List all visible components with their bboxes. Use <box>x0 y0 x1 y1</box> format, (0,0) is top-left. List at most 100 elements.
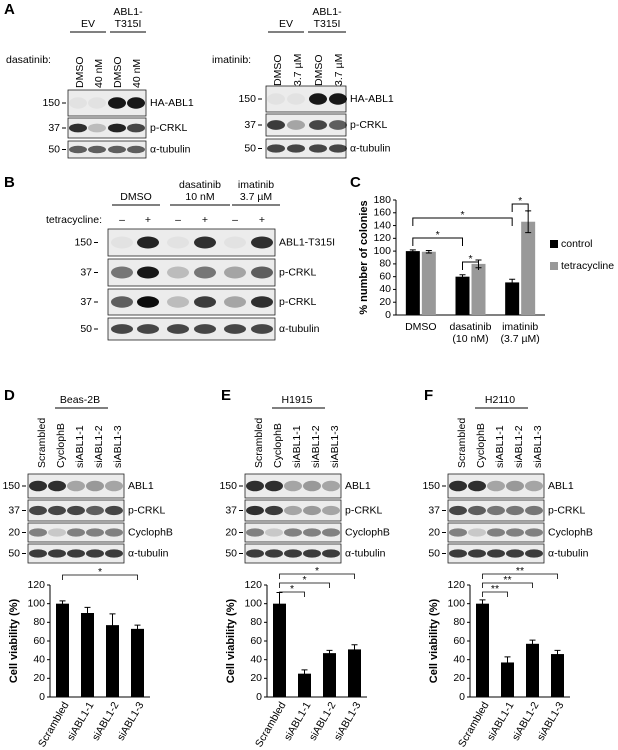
blot-strip <box>107 228 276 257</box>
blot-band <box>86 505 104 516</box>
y-tick-label: 120 <box>373 232 391 244</box>
blot-band <box>322 480 340 492</box>
error-bar <box>459 274 466 280</box>
blot-band <box>506 528 524 537</box>
bar <box>273 603 286 697</box>
panel-label: F <box>424 387 433 404</box>
blot-band <box>67 505 85 516</box>
blot-band <box>29 549 47 558</box>
y-axis-label: % number of colonies <box>358 200 370 314</box>
bar <box>526 643 539 697</box>
blot-band <box>194 296 216 308</box>
y-tick-label: 20 <box>379 296 391 308</box>
blot-strip <box>27 522 125 543</box>
blot-band <box>449 480 467 492</box>
blot-band <box>265 480 283 492</box>
blot-band <box>449 549 467 558</box>
protein-label: p-CRKL <box>150 122 188 134</box>
protein-label: p-CRKL <box>128 504 166 516</box>
lane-label: DMSO <box>272 55 284 87</box>
y-tick-label: 60 <box>33 635 45 647</box>
blot-band <box>309 93 327 105</box>
blot-band <box>287 144 305 153</box>
lane-label: siABL1-3 <box>329 425 341 468</box>
significance-label: ** <box>516 565 524 577</box>
mw-label: 150 <box>238 93 256 105</box>
y-tick-label: 60 <box>250 635 262 647</box>
blot-band <box>267 144 285 153</box>
blot-band <box>167 324 189 334</box>
significance-label: * <box>518 195 522 207</box>
y-tick-label: 100 <box>373 245 391 257</box>
mw-label: 150 <box>42 97 60 109</box>
blot-band <box>322 528 340 537</box>
blot-band <box>167 266 189 279</box>
lane-label: siABL1-1 <box>494 425 506 468</box>
blot-strip <box>107 317 276 341</box>
mw-label: 50 <box>428 547 440 559</box>
error-bar <box>504 656 511 669</box>
mw-label: 50 <box>244 142 256 154</box>
blot-band <box>48 505 66 516</box>
x-tick-label: Scrambled <box>253 700 289 750</box>
error-bar <box>326 649 333 656</box>
protein-label: α-tubulin <box>345 547 386 559</box>
blot-band <box>251 236 273 249</box>
error-bar <box>425 249 432 254</box>
lane-label: siABL1-1 <box>291 425 303 468</box>
blot-band <box>127 97 145 109</box>
error-bar <box>509 278 516 287</box>
mw-label: 150 <box>2 480 20 492</box>
protein-label: p-CRKL <box>345 504 383 516</box>
y-tick-label: 0 <box>39 691 45 703</box>
protein-label: α-tubulin <box>279 323 320 335</box>
y-tick-label: 20 <box>250 672 262 684</box>
y-tick-label: 20 <box>33 672 45 684</box>
significance-label: * <box>98 566 102 578</box>
significance-bracket <box>412 217 513 226</box>
blot-band <box>251 296 273 308</box>
group-label: imatinib <box>238 179 274 191</box>
significance-bracket <box>279 591 305 597</box>
blot-strip <box>67 140 147 159</box>
blot-band <box>267 120 285 130</box>
legend-label: control <box>561 238 593 250</box>
error-bar <box>554 649 561 658</box>
treatment-label: dasatinib: <box>6 54 51 66</box>
blot-band <box>86 528 104 537</box>
blot-strip <box>107 258 276 287</box>
mw-label: 37 <box>225 504 237 516</box>
bar <box>501 662 514 697</box>
lane-label: siABL1-2 <box>513 425 525 468</box>
protein-label: HA-ABL1 <box>150 97 194 109</box>
cell-line-label: Beas-2B <box>60 394 100 406</box>
blot-band <box>29 505 47 516</box>
significance-bracket <box>279 573 355 579</box>
y-tick-label: 0 <box>459 691 465 703</box>
blot-band <box>137 266 159 279</box>
bar <box>551 654 564 697</box>
y-tick-label: 120 <box>27 579 45 591</box>
lane-label: + <box>202 214 208 226</box>
protein-label: α-tubulin <box>548 547 589 559</box>
protein-label: α-tubulin <box>128 547 169 559</box>
y-tick-label: 80 <box>453 616 465 628</box>
blot-band <box>329 120 347 130</box>
lane-label: + <box>259 214 265 226</box>
blot-band <box>265 549 283 558</box>
blot-band <box>246 549 264 558</box>
mw-label: 20 <box>428 526 440 538</box>
panel-label: B <box>4 174 15 191</box>
cell-line-label: H1915 <box>282 394 313 406</box>
error-bar <box>109 613 116 637</box>
protein-label: p-CRKL <box>279 296 317 308</box>
bar <box>521 221 536 315</box>
significance-label: * <box>290 583 294 595</box>
protein-label: CyclophB <box>548 526 593 538</box>
blot-band <box>265 505 283 516</box>
blot-band <box>487 505 505 516</box>
blot-band <box>67 549 85 558</box>
y-tick-label: 40 <box>453 653 465 665</box>
blot-band <box>86 480 104 492</box>
protein-label: p-CRKL <box>279 266 317 278</box>
